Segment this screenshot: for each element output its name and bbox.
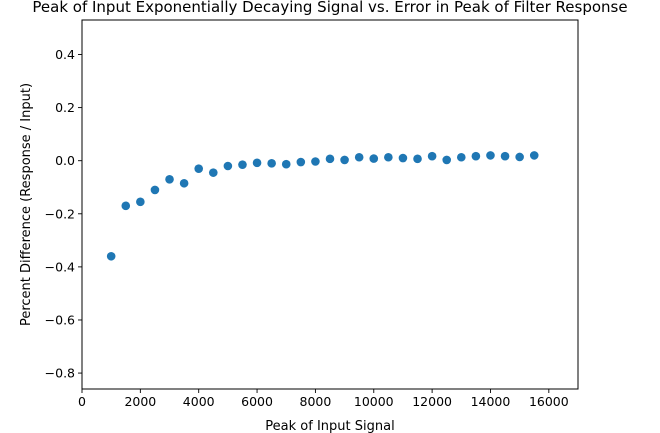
data-point [179,178,189,188]
y-tick-label: 0.0 [55,153,75,168]
data-point [267,159,276,168]
data-point [427,151,437,161]
x-tick-label: 4000 [183,394,215,409]
x-tick-label: 14000 [471,394,511,409]
data-points [106,151,539,261]
y-tick-label: 0.2 [55,100,75,115]
data-point [194,164,204,173]
chart-title: Peak of Input Exponentially Decaying Sig… [32,0,627,16]
data-point [281,159,291,169]
data-point [471,151,481,161]
data-point [369,154,379,163]
y-tick-label: −0.6 [45,312,75,327]
x-tick-label: 12000 [412,394,452,409]
x-tick-label: 2000 [124,394,156,409]
x-tick-label: 16000 [529,394,569,409]
data-point [486,151,495,160]
data-point [442,155,452,165]
y-axis-label: Percent Difference (Response / Input) [19,83,34,326]
data-point [252,158,262,168]
y-tick-label: 0.4 [55,47,75,62]
axis-ticks: 0 2000 4000 6000 8000 10000 12000 14000 16000 −0.… [45,47,569,409]
data-point [529,151,539,160]
data-point [354,152,364,162]
x-tick-label: 8000 [300,394,332,409]
data-point [311,157,320,166]
y-tick-label: −0.8 [45,366,75,381]
y-tick-label: −0.4 [45,259,75,274]
data-point [238,160,247,169]
plot-frame [81,19,579,390]
y-tick-label: −0.2 [45,206,75,221]
data-point [340,155,349,165]
x-tick-label: 10000 [354,394,394,409]
x-tick-label: 6000 [241,394,273,409]
data-point [413,154,422,164]
data-point [398,153,408,163]
data-point [165,174,174,184]
data-point [223,161,233,171]
x-tick-label: 0 [78,394,86,409]
data-point [121,201,131,211]
data-point [208,168,218,177]
data-point [136,197,145,207]
data-point [325,154,335,164]
x-axis-label: Peak of Input Signal [265,419,394,433]
data-point [515,152,524,162]
data-point [150,185,160,195]
data-point [456,152,466,162]
data-point [106,251,116,261]
data-point [384,152,393,162]
data-point [500,151,510,161]
data-point [296,157,306,167]
